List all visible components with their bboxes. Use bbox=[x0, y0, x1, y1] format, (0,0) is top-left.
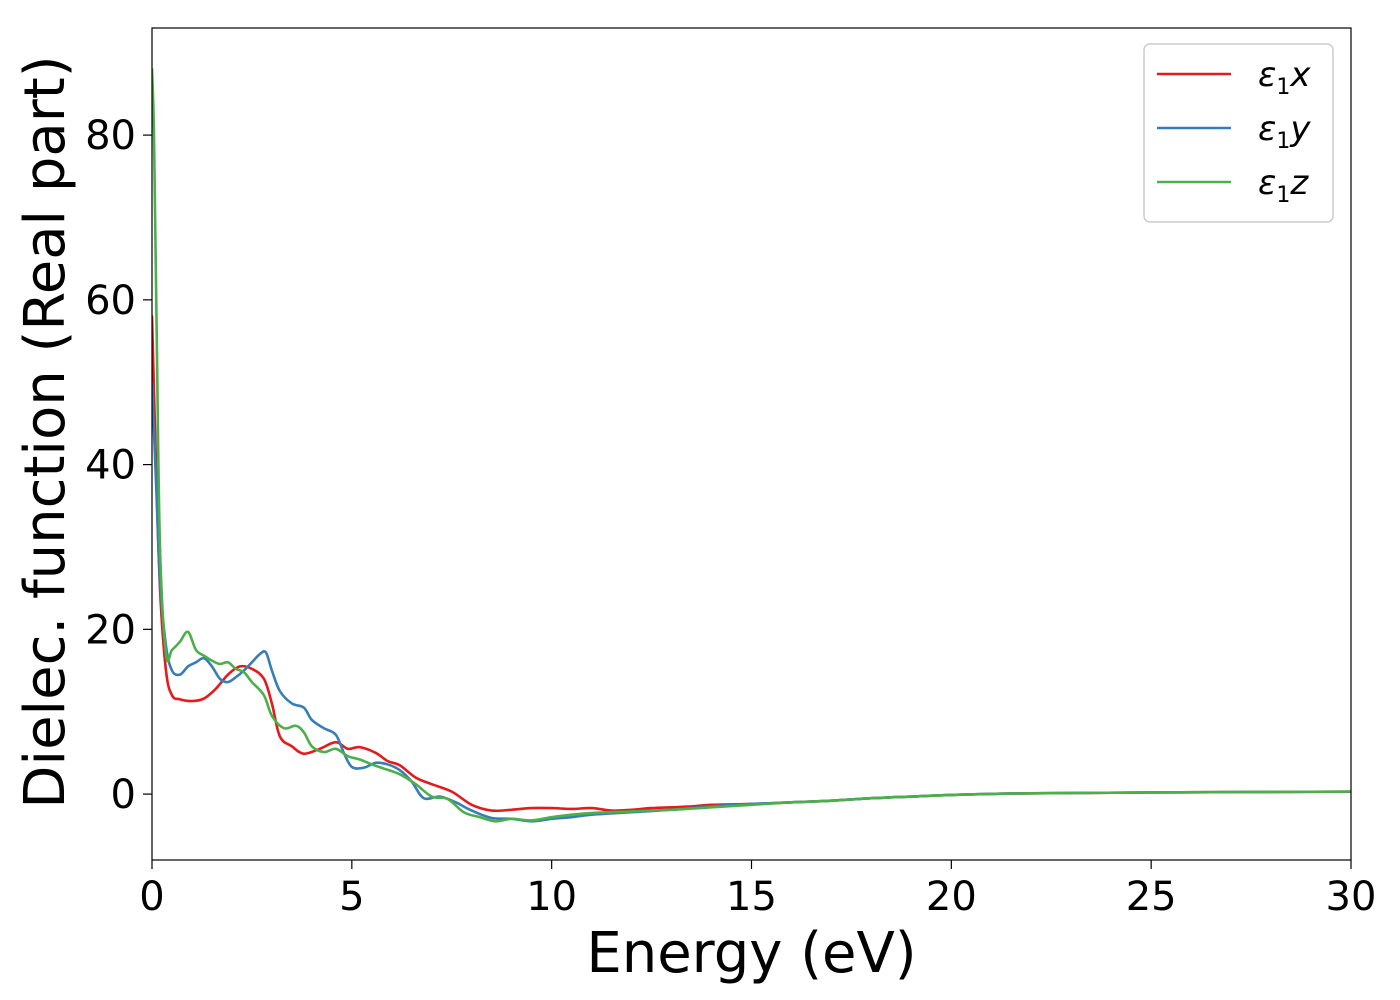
legend-label-z: ε1z bbox=[1258, 163, 1309, 208]
y-tick-label: 0 bbox=[111, 772, 136, 818]
x-tick-label: 20 bbox=[926, 874, 977, 920]
series-lines bbox=[152, 67, 1351, 823]
y-tick-label: 40 bbox=[85, 443, 136, 489]
series-line-y bbox=[152, 380, 1351, 823]
x-axis-ticks: 0 5 10 15 20 25 30 bbox=[139, 860, 1376, 920]
x-tick-label: 25 bbox=[1126, 874, 1177, 920]
y-axis-label: Dielec. function (Real part) bbox=[13, 55, 78, 808]
x-tick-label: 15 bbox=[726, 874, 777, 920]
legend-box bbox=[1143, 43, 1334, 223]
x-tick-label: 10 bbox=[526, 874, 577, 920]
x-tick-label: 0 bbox=[139, 874, 164, 920]
y-axis-ticks: 0 20 40 60 80 bbox=[85, 113, 152, 818]
y-tick-label: 60 bbox=[85, 278, 136, 324]
x-tick-label: 30 bbox=[1326, 874, 1377, 920]
x-axis-label: Energy (eV) bbox=[586, 921, 916, 986]
legend: ε1x ε1y ε1z bbox=[1143, 43, 1334, 223]
series-line-z bbox=[152, 67, 1351, 823]
legend-label-y: ε1y bbox=[1258, 109, 1311, 154]
y-tick-label: 20 bbox=[85, 607, 136, 653]
y-tick-label: 80 bbox=[85, 113, 136, 159]
x-tick-label: 5 bbox=[339, 874, 364, 920]
legend-label-x: ε1x bbox=[1258, 55, 1311, 100]
series-line-x bbox=[152, 315, 1351, 813]
